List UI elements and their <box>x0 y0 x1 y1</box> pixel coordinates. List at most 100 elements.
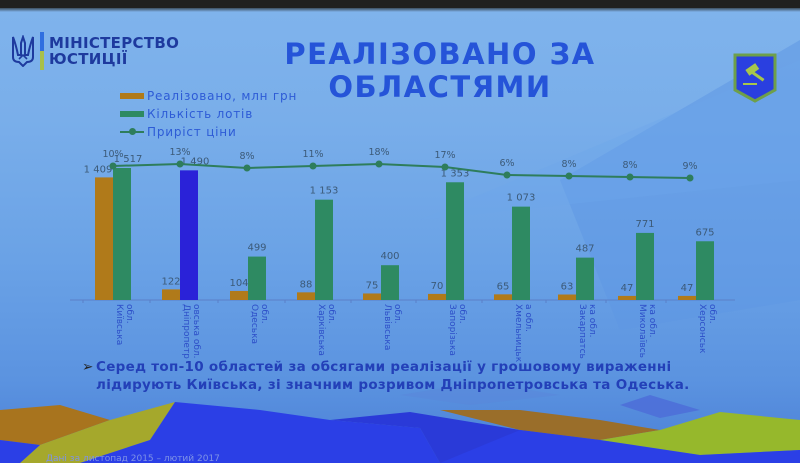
category-label: Київська обл. <box>114 304 134 345</box>
growth-label: 6% <box>499 158 514 169</box>
category-label-line: обл. <box>457 304 467 324</box>
growth-label: 8% <box>239 151 254 162</box>
value-label-lots: 487 <box>575 244 594 255</box>
growth-label: 17% <box>434 150 455 161</box>
value-label-lots: 400 <box>380 251 399 262</box>
category-label-line: Херсонськ <box>697 304 707 354</box>
category-label: Запорізька обл. <box>447 304 467 356</box>
value-label-sold: 1 409 <box>84 164 113 175</box>
chart-legend: Реалізовано, млн грн Кількість лотів При… <box>120 88 297 142</box>
category-label-line: обл. <box>259 304 269 324</box>
bar-lots <box>315 199 333 300</box>
bar-lots <box>248 256 266 300</box>
bar-lots <box>446 182 464 300</box>
legend-label: Реалізовано, млн грн <box>147 88 298 103</box>
bar-sold <box>95 177 113 300</box>
growth-label: 10% <box>102 149 123 160</box>
logo-divider <box>40 32 44 70</box>
value-label-lots: 1 353 <box>441 168 470 179</box>
growth-marker <box>503 171 511 179</box>
value-label-lots: 1 153 <box>310 186 339 197</box>
category-label: Хмельницьк а обл. <box>513 304 533 363</box>
bar-sold <box>678 295 696 300</box>
growth-marker <box>109 162 117 170</box>
growth-marker <box>309 162 317 170</box>
category-label-line: Львівська <box>382 304 392 350</box>
value-label-sold: 122 <box>161 276 180 287</box>
category-label: Харківська обл. <box>316 304 336 356</box>
category-label: Херсонськ обл. <box>697 304 717 354</box>
title-line1: РЕАЛІЗОВАНО ЗА <box>284 37 596 71</box>
bar-lots <box>512 206 530 300</box>
growth-marker <box>626 173 634 181</box>
title-line2: ОБЛАСТЯМИ <box>328 70 552 104</box>
growth-marker <box>176 160 184 168</box>
growth-marker <box>375 160 383 168</box>
category-label-line: Одеська <box>249 304 259 344</box>
value-label-lots: 675 <box>695 227 714 238</box>
category-label-line: Дніпропетр <box>181 304 191 359</box>
legend-item-sold: Реалізовано, млн грн <box>120 88 297 103</box>
category-label: Львівська обл. <box>382 304 402 350</box>
value-label-lots: 499 <box>247 243 266 254</box>
category-label-line: Закарпатсь <box>577 304 587 359</box>
growth-line <box>112 162 691 179</box>
growth-marker <box>565 172 573 180</box>
legend-label: Приріст ціни <box>147 124 237 139</box>
summary-text: Серед топ-10 областей за обсягами реаліз… <box>96 359 690 393</box>
growth-marker <box>441 163 449 171</box>
growth-label: 8% <box>622 160 637 171</box>
category-label-line: ка обл. <box>587 304 597 337</box>
legend-line-marker <box>120 127 144 135</box>
bar-sold <box>363 293 381 300</box>
category-label: Одеська обл. <box>249 304 269 344</box>
bar-lots <box>696 241 714 300</box>
footer-note: Дані за листопад 2015 – лютий 2017 <box>46 454 220 463</box>
logo-line1: МІНІСТЕРСТВО <box>49 34 180 52</box>
value-label-sold: 65 <box>497 281 510 292</box>
category-label-line: Харківська <box>316 304 326 356</box>
growth-label: 18% <box>368 147 389 158</box>
bar-lots <box>636 232 654 300</box>
value-label-sold: 63 <box>561 282 574 293</box>
category-label: Миколаївсь ка обл. <box>637 304 657 358</box>
category-label-line: обл. <box>326 304 336 324</box>
growth-label: 11% <box>302 149 323 160</box>
bar-sold <box>297 292 315 300</box>
bar-sold <box>494 294 512 300</box>
bar-sold <box>230 290 248 300</box>
category-label-line: обл. <box>124 304 134 324</box>
legend-swatch-lots <box>120 110 144 117</box>
ministry-logo: МІНІСТЕРСТВО ЮСТИЦІЇ <box>10 32 179 70</box>
category-label-line: Запорізька <box>447 304 457 356</box>
growth-label: 9% <box>682 161 697 172</box>
category-label-line: ка обл. <box>647 304 657 337</box>
category-label: Закарпатсь ка обл. <box>577 304 597 359</box>
bar-lots <box>180 170 198 300</box>
category-label: Дніпропетр овська обл. <box>181 304 201 359</box>
legend-swatch-sold <box>120 92 144 99</box>
trident-icon <box>12 35 34 67</box>
legend-item-price-growth: Приріст ціни <box>120 124 297 139</box>
growth-label: 13% <box>169 147 190 158</box>
value-label-sold: 104 <box>229 278 248 289</box>
value-label-sold: 70 <box>431 281 444 292</box>
legend-item-lots: Кількість лотів <box>120 106 297 121</box>
value-label-lots: 1 490 <box>181 156 210 167</box>
bar-sold <box>162 289 180 300</box>
category-label-line: Київська <box>114 304 124 345</box>
bar-lots <box>576 257 594 300</box>
category-label-line: Миколаївсь <box>637 304 647 358</box>
gavel-shield-icon <box>733 53 777 103</box>
logo-line2: ЮСТИЦІЇ <box>49 50 128 68</box>
bar-lots <box>381 265 399 300</box>
value-label-sold: 47 <box>681 283 694 294</box>
bar-sold <box>618 295 636 300</box>
category-label-line: Хмельницьк <box>513 304 523 363</box>
bar-sold <box>428 293 446 300</box>
summary-bullet: ➢ Серед топ-10 областей за обсягами реал… <box>82 358 736 394</box>
value-label-sold: 47 <box>621 283 634 294</box>
